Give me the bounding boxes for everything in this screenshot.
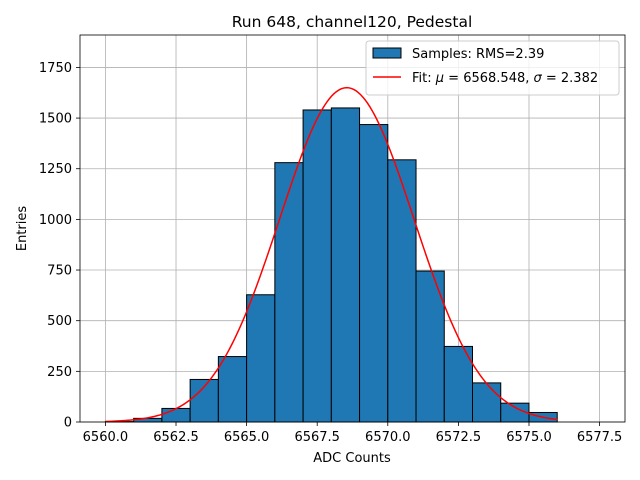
legend-mu-symbol: μ [435, 71, 444, 86]
histogram-bar [387, 159, 417, 423]
legend: Samples: RMS=2.39 Fit: μ = 6568.548, σ =… [365, 40, 620, 96]
y-tick-label: 1250 [39, 162, 72, 177]
legend-sigma-symbol: σ [534, 71, 543, 86]
y-axis-ticks: 0 250 500 750 1000 1250 1500 1750 [39, 61, 80, 431]
chart-title: Run 648, channel120, Pedestal [232, 13, 473, 31]
x-tick-label: 6572.5 [436, 430, 482, 445]
x-tick-label: 6567.5 [294, 430, 340, 445]
x-tick-label: 6560.0 [83, 430, 129, 445]
legend-hist-label: Samples: RMS=2.39 [412, 47, 544, 62]
legend-hist-swatch [372, 47, 402, 59]
histogram-bar [302, 109, 332, 423]
histogram-bar [472, 382, 502, 423]
histogram-bar [246, 294, 276, 423]
histogram-bars [104, 107, 558, 423]
legend-box [365, 40, 620, 96]
x-tick-label: 6570.0 [365, 430, 411, 445]
legend-mu-value: = 6568.548, [444, 71, 533, 86]
histogram-bar [217, 356, 248, 423]
x-axis-ticks: 6560.0 6562.5 6565.0 6567.5 6570.0 6572.5 6575… [83, 422, 623, 445]
histogram-bar [161, 407, 191, 423]
y-tick-label: 750 [47, 264, 72, 279]
x-tick-label: 6565.0 [224, 430, 270, 445]
plot-frame [79, 34, 626, 423]
y-tick-label: 500 [47, 314, 72, 329]
y-axis-title: Entries [15, 206, 30, 252]
y-tick-label: 250 [47, 365, 72, 380]
histogram-bar [274, 162, 304, 423]
legend-fit-prefix: Fit: [412, 71, 436, 86]
histogram-bar [443, 345, 474, 423]
y-tick-label: 1000 [39, 213, 72, 228]
fit-line [105, 86, 558, 423]
y-tick-label: 1750 [39, 61, 72, 76]
x-tick-label: 6562.5 [153, 430, 199, 445]
x-tick-label: 6577.5 [577, 430, 623, 445]
y-tick-label: 1500 [39, 112, 72, 127]
x-axis-title: ADC Counts [313, 451, 391, 466]
legend-sigma-value: = 2.382 [542, 71, 598, 86]
fit-curve [105, 86, 558, 423]
histogram-bar [415, 270, 445, 423]
x-tick-label: 6575.0 [506, 430, 552, 445]
y-tick-label: 0 [64, 416, 72, 431]
histogram-bar [359, 124, 389, 423]
histogram-bar [330, 107, 361, 423]
legend-fit-label: Fit: μ = 6568.548, σ = 2.382 [412, 71, 598, 86]
